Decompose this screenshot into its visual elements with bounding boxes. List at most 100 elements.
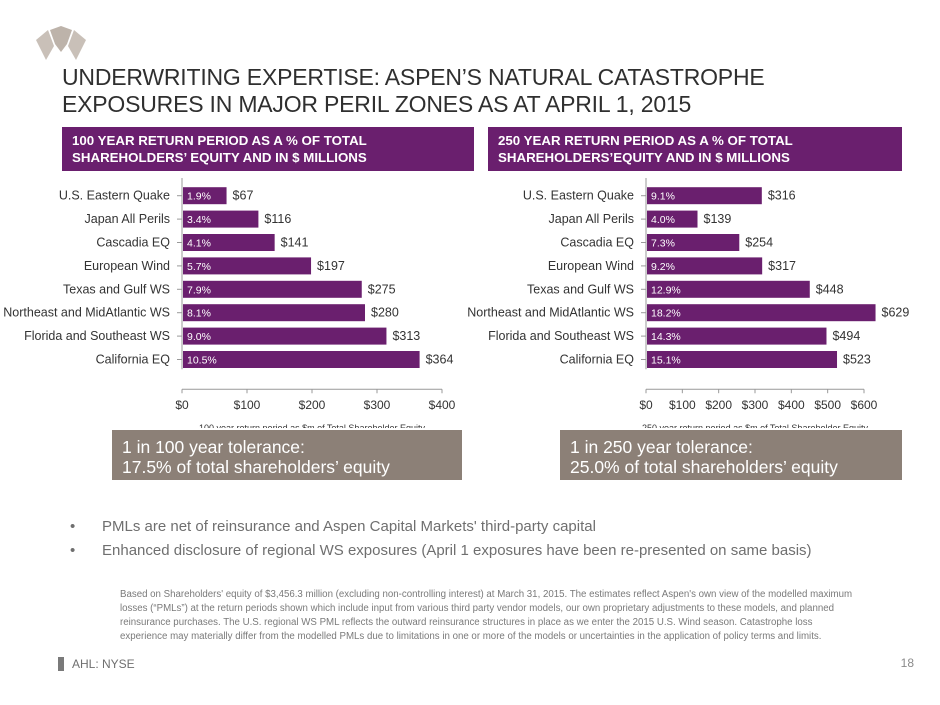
category-label: California EQ <box>96 353 171 367</box>
percent-label: 9.2% <box>651 261 675 273</box>
bar <box>183 280 362 298</box>
x-axis-title: 100 year return period as $m of Total Sh… <box>199 423 425 428</box>
value-label: $448 <box>816 282 844 296</box>
percent-label: 1.9% <box>187 191 211 203</box>
value-label: $280 <box>371 306 399 320</box>
right-tolerance-line-1: 1 in 250 year tolerance: <box>570 437 753 457</box>
category-label: European Wind <box>548 259 634 273</box>
value-label: $67 <box>233 189 254 203</box>
footnote: Based on Shareholders' equity of $3,456.… <box>120 588 910 644</box>
percent-label: 9.0% <box>187 331 211 343</box>
footer-accent-bar <box>58 657 64 671</box>
bar <box>647 327 827 345</box>
footnote-line: Based on Shareholders' equity of $3,456.… <box>120 589 853 600</box>
x-tick-label: $100 <box>669 398 696 412</box>
percent-label: 4.1% <box>187 238 211 250</box>
left-tolerance-line-2: 17.5% of total shareholders’ equity <box>122 457 390 477</box>
x-tick-label: $500 <box>814 398 841 412</box>
percent-label: 7.9% <box>187 284 211 296</box>
x-tick-label: $300 <box>364 398 391 412</box>
category-label: California EQ <box>560 353 635 367</box>
bullet-text: Enhanced disclosure of regional WS expos… <box>102 542 812 559</box>
x-tick-label: $300 <box>742 398 769 412</box>
right-tolerance-line-2: 25.0% of total shareholders’ equity <box>570 457 838 477</box>
category-label: Florida and Southeast WS <box>24 329 170 343</box>
bar <box>647 257 763 275</box>
value-label: $494 <box>832 329 860 343</box>
category-label: Cascadia EQ <box>96 236 170 250</box>
chart-100-year: U.S. Eastern Quake 1.9% $67 Japan All Peril… <box>3 178 456 428</box>
left-header-line-1: 100 YEAR RETURN PERIOD AS A % OF TOTAL <box>72 133 367 148</box>
bar <box>183 304 365 322</box>
left-tolerance-box: 1 in 100 year tolerance: 17.5% of total … <box>112 430 462 480</box>
value-label: $364 <box>426 353 454 367</box>
left-header-line-2: SHAREHOLDERS’ EQUITY AND IN $ MILLIONS <box>72 150 367 165</box>
percent-label: 4.0% <box>651 214 675 226</box>
x-tick-label: $0 <box>639 398 653 412</box>
left-panel-header: 100 YEAR RETURN PERIOD AS A % OF TOTAL S… <box>62 127 474 171</box>
value-label: $139 <box>704 212 732 226</box>
percent-label: 18.2% <box>651 308 681 320</box>
value-label: $197 <box>317 259 345 273</box>
x-tick-label: $400 <box>778 398 805 412</box>
category-label: Texas and Gulf WS <box>527 282 634 296</box>
value-label: $313 <box>392 329 420 343</box>
category-label: Texas and Gulf WS <box>63 282 170 296</box>
bar <box>183 327 387 345</box>
value-label: $275 <box>368 282 396 296</box>
chart-250-year: U.S. Eastern Quake 9.1% $316 Japan All Peri… <box>467 178 910 428</box>
x-tick-label: $100 <box>234 398 261 412</box>
percent-label: 8.1% <box>187 308 211 320</box>
page-title: UNDERWRITING EXPERTISE: ASPEN’S NATURAL … <box>62 64 842 118</box>
x-tick-label: $200 <box>299 398 326 412</box>
bar <box>183 187 227 205</box>
bullet-dot-icon: • <box>70 542 76 559</box>
category-label: U.S. Eastern Quake <box>59 189 170 203</box>
bar <box>647 280 810 298</box>
percent-label: 14.3% <box>651 331 681 343</box>
bar <box>183 210 259 228</box>
bullet-item: • Enhanced disclosure of regional WS exp… <box>70 542 910 566</box>
footnote-line: losses (“PMLs”) at the return periods sh… <box>120 603 834 614</box>
right-header-line-2: SHAREHOLDERS’EQUITY AND IN $ MILLIONS <box>498 150 790 165</box>
page-number: 18 <box>900 656 914 670</box>
right-header-line-1: 250 YEAR RETURN PERIOD AS A % OF TOTAL <box>498 133 793 148</box>
category-label: U.S. Eastern Quake <box>523 189 634 203</box>
category-label: Northeast and MidAtlantic WS <box>467 306 634 320</box>
value-label: $141 <box>281 236 309 250</box>
percent-label: 10.5% <box>187 355 217 367</box>
bar <box>183 351 420 368</box>
bullet-dot-icon: • <box>70 518 76 535</box>
category-label: Japan All Perils <box>85 212 170 226</box>
x-tick-label: $0 <box>175 398 189 412</box>
value-label: $116 <box>264 212 291 226</box>
value-label: $629 <box>882 306 910 320</box>
aspen-logo <box>36 26 86 60</box>
percent-label: 9.1% <box>651 191 675 203</box>
title-line-1: UNDERWRITING EXPERTISE: ASPEN’S NATURAL … <box>62 64 765 90</box>
bullet-item: • PMLs are net of reinsurance and Aspen … <box>70 518 910 542</box>
category-label: European Wind <box>84 259 170 273</box>
category-label: Japan All Perils <box>549 212 634 226</box>
category-label: Cascadia EQ <box>560 236 634 250</box>
right-tolerance-box: 1 in 250 year tolerance: 25.0% of total … <box>560 430 902 480</box>
value-label: $316 <box>768 189 796 203</box>
percent-label: 5.7% <box>187 261 211 273</box>
value-label: $523 <box>843 353 871 367</box>
percent-label: 12.9% <box>651 284 681 296</box>
percent-label: 15.1% <box>651 355 681 367</box>
bar <box>647 234 740 251</box>
category-label: Northeast and MidAtlantic WS <box>3 306 170 320</box>
bar <box>183 234 275 251</box>
bar <box>647 304 876 322</box>
footnote-line: experience may materially differ from th… <box>120 631 822 642</box>
category-label: Florida and Southeast WS <box>488 329 634 343</box>
footnote-line: reinsurance purchases. The U.S. regional… <box>120 617 813 628</box>
x-axis-title: 250 year return period as $m of Total Sh… <box>642 423 868 428</box>
bar <box>647 210 698 228</box>
right-panel-header: 250 YEAR RETURN PERIOD AS A % OF TOTAL S… <box>488 127 902 171</box>
value-label: $317 <box>768 259 796 273</box>
x-tick-label: $600 <box>851 398 878 412</box>
x-tick-label: $200 <box>705 398 732 412</box>
bar <box>183 257 312 275</box>
